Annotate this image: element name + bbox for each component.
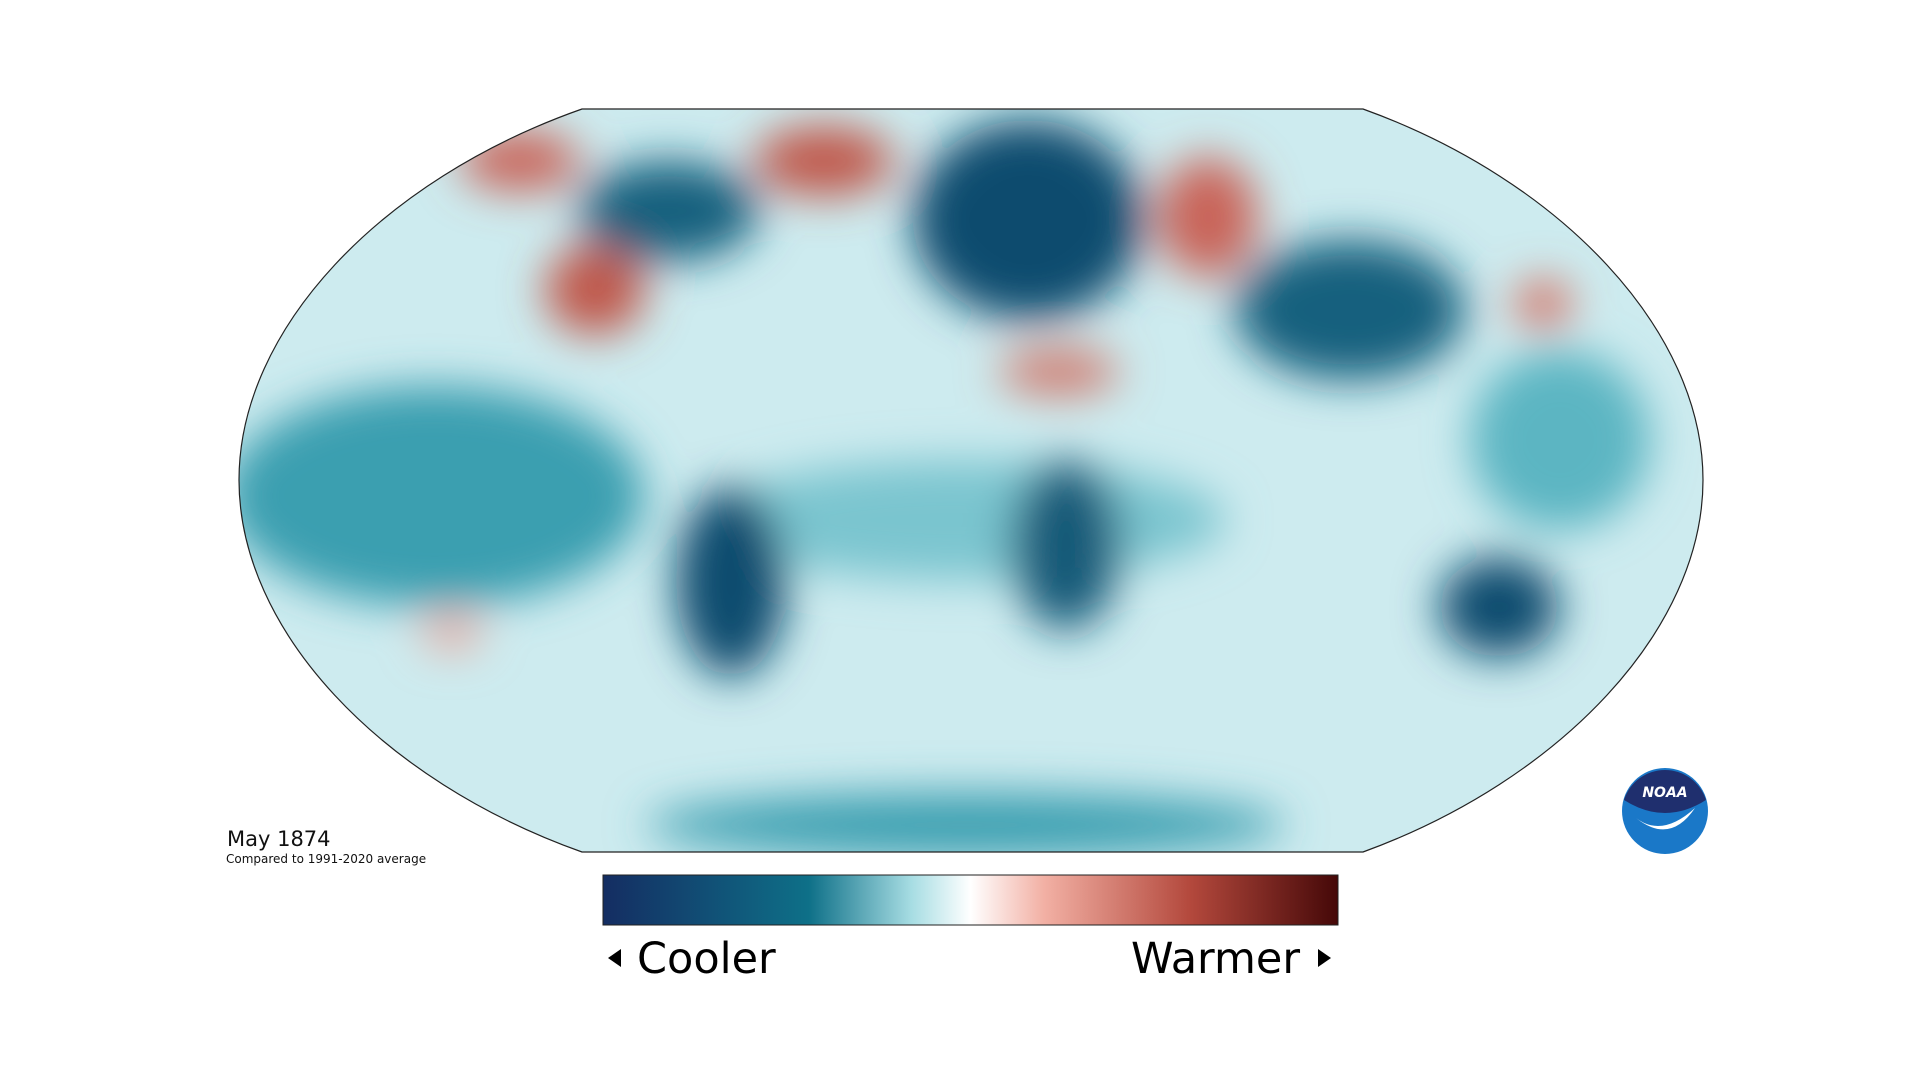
anomaly-region [579,161,759,261]
anomaly-region [1158,157,1258,277]
anomaly-region [754,126,894,196]
cooler-arrow [608,949,621,967]
anomaly-region [1235,240,1465,380]
map-title: May 1874 [227,827,331,851]
legend-high-label: Warmer [1131,934,1300,984]
anomaly-field [239,109,1703,852]
anomaly-region [676,487,786,677]
anomaly-region [1011,460,1121,630]
anomaly-region [1439,557,1559,657]
map-subtitle: Compared to 1991-2020 average [226,852,426,866]
anomaly-region [460,131,580,191]
color-bar [602,874,1339,926]
anomaly-region [1515,280,1571,328]
anomaly-region [913,120,1143,320]
anomaly-region [239,386,644,606]
anomaly-region [646,793,1286,852]
logo-bird [1636,808,1695,830]
anomaly-blobs [239,120,1650,852]
legend-low-label: Cooler [637,934,776,984]
logo-top [1624,769,1706,813]
logo-text: NOAA [1642,785,1687,801]
noaa-logo: NOAA [1622,768,1708,854]
map-outline [238,108,1704,853]
anomaly-region [545,245,645,335]
anomaly-region [1470,350,1650,530]
warmer-arrow [1318,949,1331,967]
anomaly-region [422,614,482,650]
anomaly-region [999,350,1119,394]
